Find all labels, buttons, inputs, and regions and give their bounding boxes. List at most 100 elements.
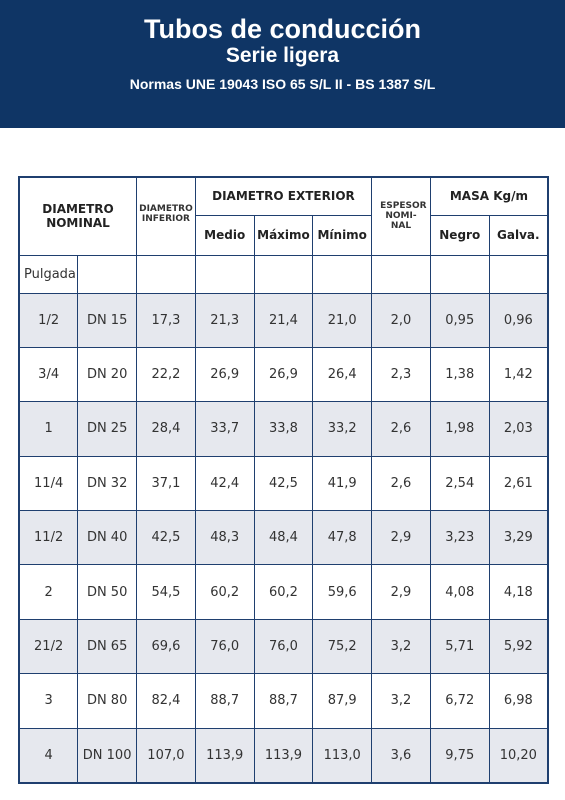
header-cell: DIAMETRO EXTERIOR <box>194 176 373 216</box>
cell: DN 80 <box>77 673 138 729</box>
cell: 3,29 <box>488 510 549 566</box>
cell: 10,20 <box>488 727 549 784</box>
header-cell: MASA Kg/m <box>429 176 549 216</box>
cell: 59,6 <box>312 564 373 620</box>
row: 11/2 DN 40 42,5 48,3 48,4 47,8 2,9 3,23 3,29 <box>18 510 549 566</box>
sub-header: Galva. <box>488 214 549 256</box>
cell: 60,2 <box>253 564 314 620</box>
cell: 4,18 <box>488 564 549 620</box>
empty-cell <box>429 254 490 294</box>
cell: 21,3 <box>194 292 255 348</box>
cell: 1,42 <box>488 346 549 403</box>
cell: 88,7 <box>253 673 314 729</box>
cell: 88,7 <box>194 673 255 729</box>
cell: 42,4 <box>194 455 255 512</box>
cell: 1 <box>18 401 79 457</box>
cell: DN 40 <box>77 510 138 566</box>
row: 3 DN 80 82,4 88,7 88,7 87,9 3,2 6,72 6,98 <box>18 673 549 729</box>
cell: 113,0 <box>312 727 373 784</box>
pipe-table: DIAMETRO NOMINAL DIAMETRO INFERIOR DIAME… <box>18 176 549 784</box>
cell: 3,2 <box>371 673 431 729</box>
header-cell: DIAMETRO NOMINAL <box>18 176 138 256</box>
cell: 6,98 <box>488 673 549 729</box>
cell: 42,5 <box>253 455 314 512</box>
cell: DN 15 <box>77 292 138 348</box>
subtitle: Serie ligera <box>225 44 340 67</box>
cell: 28,4 <box>136 401 196 457</box>
cell: DN 100 <box>77 727 138 784</box>
header-cell: DIAMETRO INFERIOR <box>136 176 196 256</box>
title: Tubos de conducción <box>143 14 421 44</box>
cell: 3,23 <box>429 510 490 566</box>
empty-cell <box>312 254 373 294</box>
cell: 21,0 <box>312 292 373 348</box>
cell: 2,6 <box>371 455 431 512</box>
row: 3/4 DN 20 22,2 26,9 26,9 26,4 2,3 1,38 1,42 <box>18 346 549 403</box>
cell: 11/2 <box>18 510 79 566</box>
cell: 113,9 <box>253 727 314 784</box>
cell: 87,9 <box>312 673 373 729</box>
cell: DN 25 <box>77 401 138 457</box>
cell: 26,4 <box>312 346 373 403</box>
cell: 2,9 <box>371 510 431 566</box>
cell: 26,9 <box>253 346 314 403</box>
empty-cell <box>488 254 549 294</box>
cell: 82,4 <box>136 673 196 729</box>
cell: 75,2 <box>312 618 373 675</box>
sub-header: Medio <box>194 214 255 256</box>
empty-cell <box>371 254 431 294</box>
empty-cell <box>194 254 255 294</box>
cell: 3/4 <box>18 346 79 403</box>
cell: 26,9 <box>194 346 255 403</box>
cell: 5,92 <box>488 618 549 675</box>
cell: 33,2 <box>312 401 373 457</box>
sub-header: Máximo <box>253 214 314 256</box>
cell: 2,6 <box>371 401 431 457</box>
cell: 69,6 <box>136 618 196 675</box>
norms: Normas UNE 19043 ISO 65 S/L II - BS 1387… <box>129 76 436 92</box>
cell: 107,0 <box>136 727 196 784</box>
cell: 60,2 <box>194 564 255 620</box>
cell: 2,9 <box>371 564 431 620</box>
cell: 4 <box>18 727 79 784</box>
cell: 2,03 <box>488 401 549 457</box>
cell: 113,9 <box>194 727 255 784</box>
cell: 1,38 <box>429 346 490 403</box>
cell: 21,4 <box>253 292 314 348</box>
header-cell: ESPESOR NOMI-NAL <box>371 176 431 256</box>
cell: DN 20 <box>77 346 138 403</box>
cell: 33,7 <box>194 401 255 457</box>
cell: 41,9 <box>312 455 373 512</box>
cell: 0,95 <box>429 292 490 348</box>
cell: 3,6 <box>371 727 431 784</box>
cell: 42,5 <box>136 510 196 566</box>
cell: 6,72 <box>429 673 490 729</box>
cell: 2,0 <box>371 292 431 348</box>
cell: 2,54 <box>429 455 490 512</box>
row: 1/2 DN 15 17,3 21,3 21,4 21,0 2,0 0,95 0,96 <box>18 292 549 348</box>
cell: 4,08 <box>429 564 490 620</box>
cell: 76,0 <box>194 618 255 675</box>
cell: 3,2 <box>371 618 431 675</box>
cell: DN 65 <box>77 618 138 675</box>
cell: 54,5 <box>136 564 196 620</box>
cell: 2,3 <box>371 346 431 403</box>
cell: DN 32 <box>77 455 138 512</box>
cell: 2,61 <box>488 455 549 512</box>
cell: 22,2 <box>136 346 196 403</box>
cell: 33,8 <box>253 401 314 457</box>
row: 11/4 DN 32 37,1 42,4 42,5 41,9 2,6 2,54 2,61 <box>18 455 549 512</box>
cell: 17,3 <box>136 292 196 348</box>
empty-cell <box>136 254 196 294</box>
sub-header: Mínimo <box>312 214 373 256</box>
cell: DN 50 <box>77 564 138 620</box>
cell: 48,4 <box>253 510 314 566</box>
cell: 37,1 <box>136 455 196 512</box>
sub-header: Negro <box>429 214 490 256</box>
cell: 76,0 <box>253 618 314 675</box>
cell: 1/2 <box>18 292 79 348</box>
header: Tubos de conducción Serie ligera Normas … <box>0 0 565 128</box>
cell: 48,3 <box>194 510 255 566</box>
unit-cell: Pulgada <box>18 254 79 294</box>
